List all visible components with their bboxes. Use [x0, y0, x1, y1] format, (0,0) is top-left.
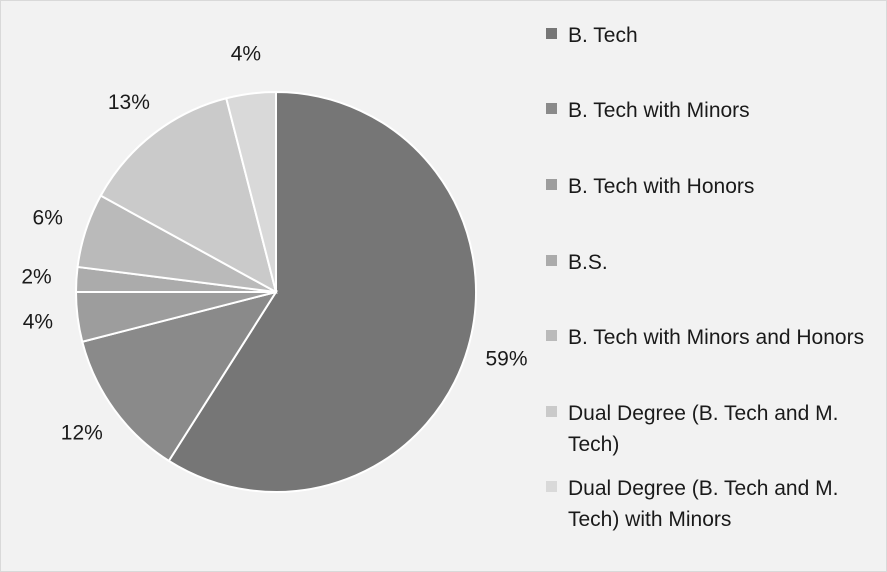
legend-swatch-b-tech-honors: [546, 179, 557, 190]
pie-label-b-tech-with-minors: 12%: [61, 422, 103, 445]
legend-swatch-b-tech-minors: [546, 103, 557, 114]
legend-label-b-tech-minors: B. Tech with Minors: [568, 99, 750, 122]
pie-slice-dual-degree-b-tech-and-m-tech-with-minors: [225, 90, 277, 293]
legend-swatch-bs: [546, 255, 557, 266]
legend-label-dual-degree-minors: Dual Degree (B. Tech and M. Tech) with M…: [568, 477, 839, 531]
chart-legend: B. Tech B. Tech with Minors B. Tech with…: [546, 1, 886, 571]
pie-label-dual-degree-b-tech-and-m-tech: 13%: [108, 91, 150, 114]
pie-label-b-tech: 59%: [485, 348, 527, 371]
pie-slice-b-tech-with-minors: [81, 290, 279, 463]
legend-label-b-tech: B. Tech: [568, 24, 638, 47]
pie-data-labels: 59% 12% 4% 2% 6% 13% 4%: [21, 42, 527, 444]
legend-label-dual-degree: Dual Degree (B. Tech and M. Tech): [568, 402, 839, 456]
pie-label-b-s: 2%: [21, 265, 51, 288]
pie-slices: [74, 90, 477, 493]
legend-label-b-tech-minors-honors: B. Tech with Minors and Honors: [568, 326, 865, 349]
pie-label-dual-degree-b-tech-and-m-tech-with-minors: 4%: [231, 42, 261, 65]
legend-label-b-tech-honors: B. Tech with Honors: [568, 175, 755, 198]
legend-swatch-dual-degree: [546, 406, 557, 417]
legend-swatch-b-tech-minors-honors: [546, 330, 557, 341]
legend-label-bs: B.S.: [568, 251, 608, 274]
pie-slice-b-tech: [167, 90, 477, 493]
pie-slice-dual-degree-b-tech-and-m-tech: [99, 97, 278, 294]
pie-label-b-tech-with-minors-and-honors: 6%: [33, 206, 63, 229]
pie-label-b-tech-with-honors: 4%: [23, 311, 53, 334]
legend-swatch-dual-degree-minors: [546, 481, 557, 492]
legend-swatch-b-tech: [546, 28, 557, 39]
